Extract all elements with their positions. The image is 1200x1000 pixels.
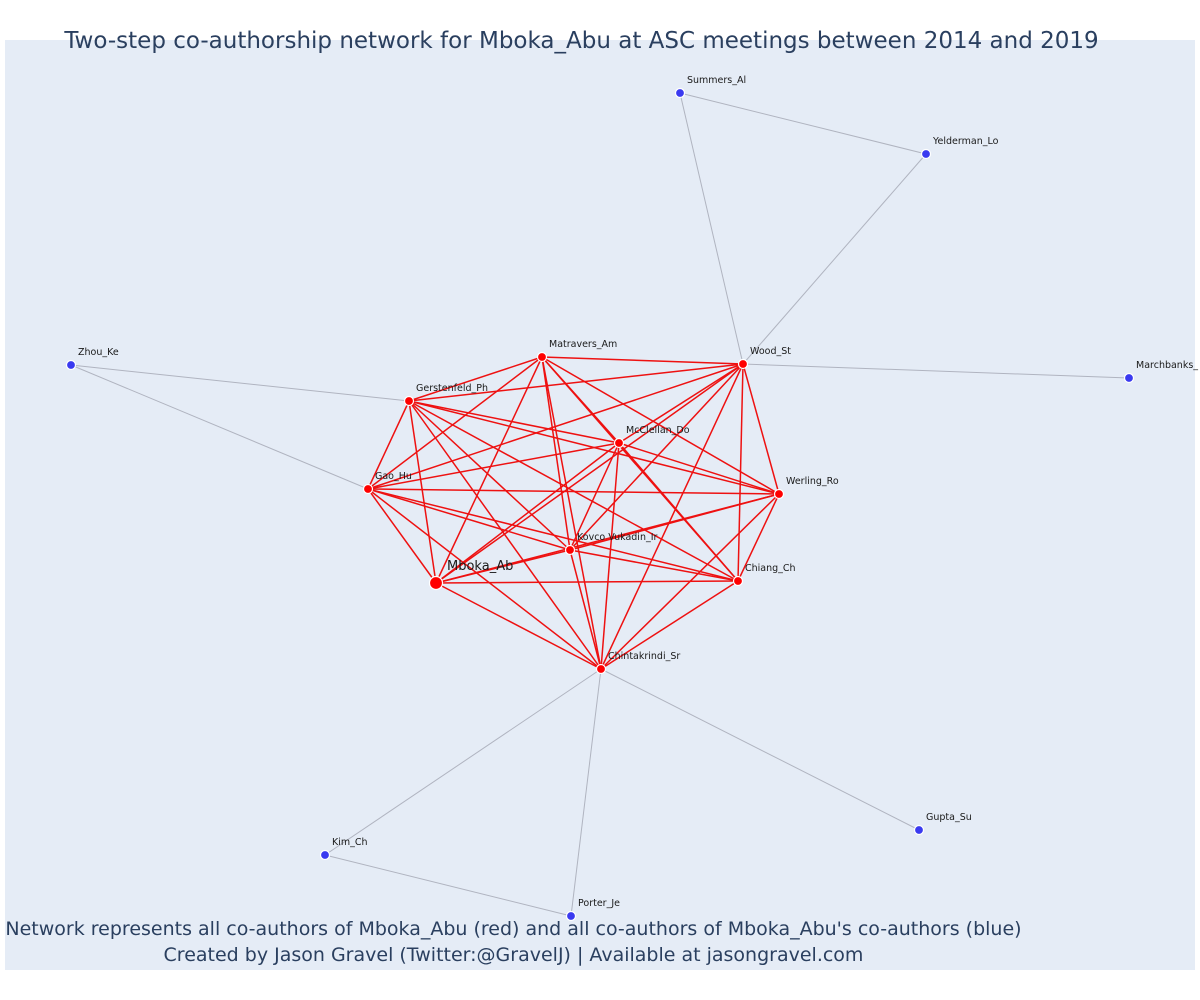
node-label: Mboka_Ab	[447, 559, 513, 574]
red-edge	[737, 363, 744, 582]
red-edge	[408, 400, 620, 444]
red-edge	[367, 488, 571, 551]
node-gerstenfeld-ph[interactable]	[403, 395, 415, 407]
grey-edge	[742, 363, 1130, 379]
red-edge	[541, 356, 744, 365]
grey-edge	[570, 668, 602, 917]
node-werling-ro[interactable]	[773, 488, 785, 500]
red-edge	[569, 493, 780, 551]
grey-edge	[679, 92, 744, 365]
red-edge	[367, 400, 410, 490]
node-kovco-vukadin-ir[interactable]	[564, 544, 576, 556]
node-marchbanks[interactable]	[1123, 372, 1135, 384]
labels-layer: Mboka_Ab Matravers_Am Wood_St Gerstenfeld_P…	[78, 75, 1198, 909]
red-edge	[367, 488, 780, 495]
red-edge	[367, 356, 543, 490]
grey-edge	[600, 668, 920, 831]
red-edge	[569, 442, 620, 551]
node-label: McClellan_Do	[626, 425, 690, 436]
node-label: Yelderman_Lo	[932, 136, 999, 147]
node-chiang-ch[interactable]	[732, 575, 744, 587]
node-label: Chiang_Ch	[745, 563, 796, 574]
red-edges-layer	[367, 356, 780, 670]
chart-title: Two-step co-authorship network for Mboka…	[64, 28, 1099, 54]
red-edge	[541, 356, 780, 495]
red-edge	[367, 488, 437, 584]
grey-edge	[70, 364, 369, 490]
red-edge	[569, 363, 744, 551]
node-label: Summers_Al	[687, 75, 746, 86]
grey-edge	[679, 92, 927, 155]
red-edge	[435, 363, 744, 584]
node-mcclellan-do[interactable]	[613, 437, 625, 449]
node-label: Matravers_Am	[549, 339, 617, 350]
caption-line-1: Network represents all co-authors of Mbo…	[5, 918, 1022, 940]
node-label: Gerstenfeld_Ph	[416, 383, 488, 394]
grey-edges-layer	[70, 92, 1130, 917]
red-edge	[541, 356, 602, 670]
node-label: Werling_Ro	[786, 476, 839, 487]
node-label: Gupta_Su	[926, 812, 972, 823]
node-label: Kim_Ch	[332, 837, 368, 848]
red-edge	[600, 442, 620, 670]
red-edge	[742, 363, 780, 495]
red-edge	[569, 549, 739, 582]
nodes-layer	[65, 87, 1135, 922]
node-label: Wood_St	[750, 346, 791, 357]
red-edge	[541, 356, 571, 551]
grey-edge	[324, 668, 602, 856]
node-gupta-su[interactable]	[913, 824, 925, 836]
node-label: Kovco Vukadin_Ir	[577, 532, 658, 543]
red-edge	[367, 442, 620, 490]
node-matravers-am[interactable]	[536, 351, 548, 363]
red-edge	[618, 442, 780, 495]
red-edge	[408, 363, 744, 402]
grey-edge	[70, 364, 410, 402]
red-edge	[435, 580, 739, 584]
red-edge	[600, 363, 744, 670]
node-summers-al[interactable]	[674, 87, 686, 99]
red-edge	[600, 493, 780, 670]
node-chintakrindi-sr[interactable]	[595, 663, 607, 675]
grey-edge	[324, 854, 572, 917]
red-edge	[618, 363, 744, 444]
node-label: Chintakrindi_Sr	[608, 651, 680, 662]
red-edge	[435, 442, 620, 584]
red-edge	[618, 442, 739, 582]
node-yelderman-lo[interactable]	[920, 148, 932, 160]
node-gao-hu[interactable]	[362, 483, 374, 495]
node-label: Zhou_Ke	[78, 347, 119, 358]
red-edge	[737, 493, 780, 582]
red-edge	[408, 356, 543, 402]
red-edge	[600, 580, 739, 670]
red-edge	[569, 549, 602, 670]
node-label: Porter_Je	[578, 898, 620, 909]
node-zhou-ke[interactable]	[65, 359, 77, 371]
caption-line-2: Created by Jason Gravel (Twitter:@Gravel…	[163, 944, 864, 966]
grey-edge	[742, 153, 927, 365]
red-edge	[408, 400, 602, 670]
node-wood-st[interactable]	[737, 358, 749, 370]
node-mboka-ab[interactable]	[428, 575, 444, 591]
red-edge	[367, 488, 739, 582]
red-edge	[435, 549, 571, 584]
red-edge	[435, 582, 602, 670]
red-edge	[435, 356, 543, 584]
red-edge	[367, 363, 744, 490]
node-label: Marchbanks_	[1136, 360, 1198, 371]
node-kim-ch[interactable]	[319, 849, 331, 861]
red-edge	[408, 400, 571, 551]
red-edge	[367, 488, 602, 670]
node-porter-je[interactable]	[565, 910, 577, 922]
node-label: Gao_Hu	[375, 471, 412, 482]
red-edge	[408, 400, 437, 584]
